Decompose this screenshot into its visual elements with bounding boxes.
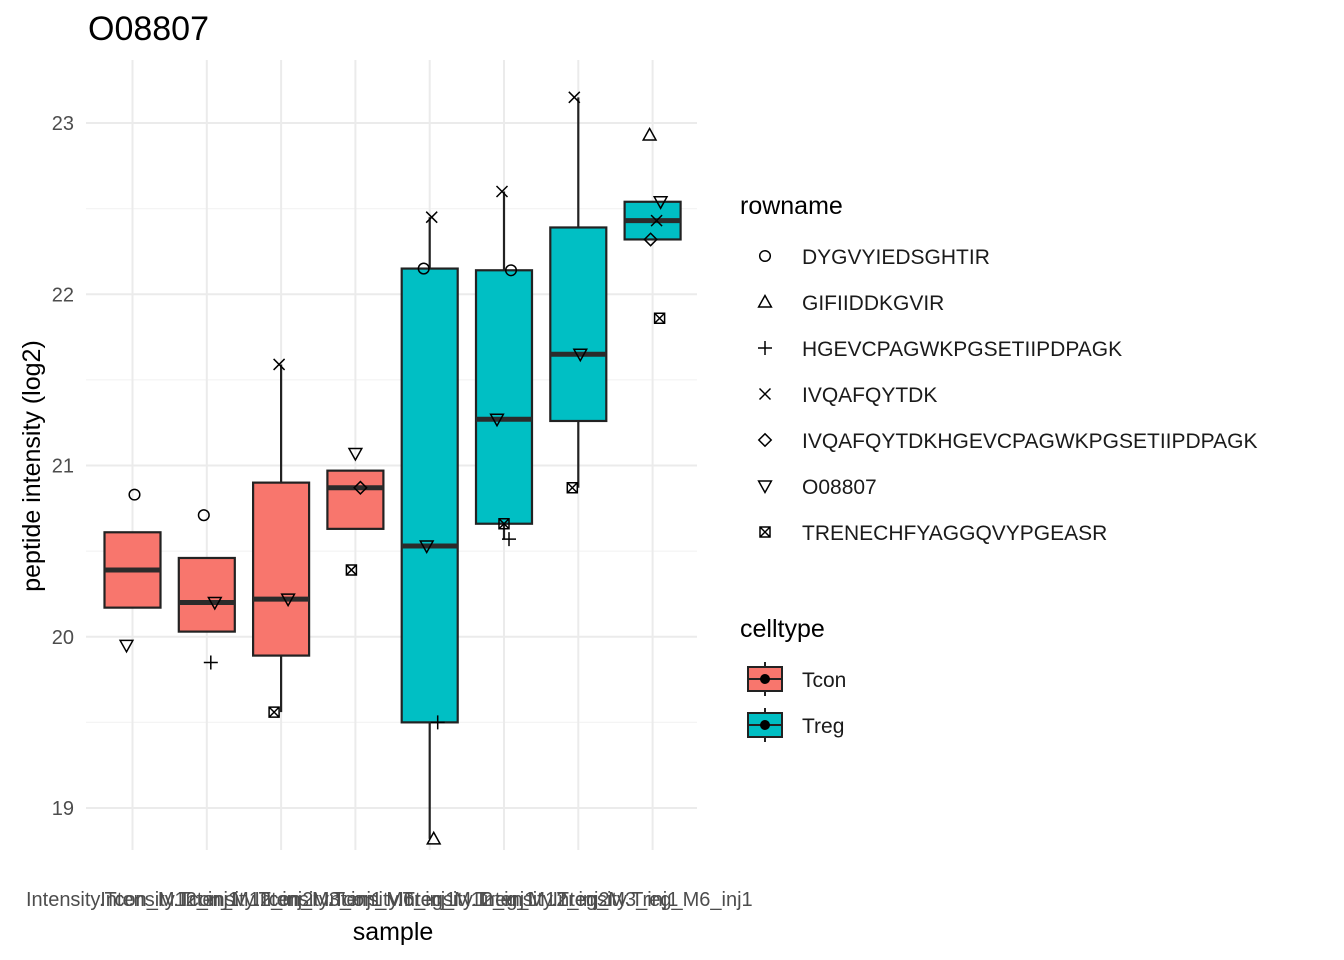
data-point bbox=[353, 480, 368, 496]
data-point bbox=[273, 358, 286, 371]
legend-celltype-label: Tcon bbox=[802, 669, 846, 692]
box-series bbox=[103, 97, 682, 839]
plot-grid bbox=[86, 60, 697, 850]
data-point bbox=[417, 262, 430, 275]
x-tick-label: Intensity.Treg_M6_inj1 bbox=[553, 889, 753, 911]
chart-title: O08807 bbox=[88, 10, 209, 48]
x-axis-ticks: Intensity.Tcon_M12_inj1Intensity.Tcon_M1… bbox=[26, 889, 753, 911]
y-tick-label: 19 bbox=[52, 798, 74, 820]
legend-rowname-label: TRENECHFYAGGQVYPGEASR bbox=[802, 522, 1107, 545]
data-point bbox=[641, 126, 658, 141]
legend-rowname-key bbox=[757, 293, 773, 308]
data-point bbox=[426, 830, 442, 845]
x-tick-label: Intensity.Treg_M12_inj2 bbox=[398, 889, 609, 911]
legend-celltype-key bbox=[747, 662, 783, 696]
legend-key-dot bbox=[760, 720, 770, 730]
data-point bbox=[495, 185, 509, 198]
data-point bbox=[430, 715, 445, 730]
y-axis-ticks: 19 20 21 22 23 bbox=[52, 113, 74, 820]
legend-rowname-label: IVQAFQYTDKHGEVCPAGWKPGSETIIPDPAGK bbox=[802, 430, 1257, 453]
legend-celltype-label: Treg bbox=[802, 715, 844, 738]
y-tick-label: 20 bbox=[52, 627, 74, 649]
data-point bbox=[652, 196, 669, 210]
box-body bbox=[400, 267, 459, 724]
x-tick-label: Intensity.Tcon_M12_inj2 bbox=[100, 889, 313, 911]
legend-rowname-key bbox=[757, 432, 773, 448]
legend-celltype-key bbox=[747, 708, 783, 742]
x-tick-label: Intensity.Tcon_M12_inj1 bbox=[26, 889, 239, 911]
box-body bbox=[549, 226, 608, 423]
box-body bbox=[177, 556, 236, 633]
box-body bbox=[252, 481, 311, 657]
data-point bbox=[425, 211, 438, 224]
legend-rowname-label: DYGVYIEDSGHTIR bbox=[802, 246, 990, 269]
data-point bbox=[345, 564, 358, 576]
x-axis-title: sample bbox=[353, 918, 434, 946]
x-tick-label: Intensity.Treg_M3_inj1 bbox=[478, 889, 678, 911]
y-tick-label: 21 bbox=[52, 456, 74, 478]
data-point bbox=[498, 517, 510, 530]
legend-rowname-key bbox=[758, 249, 772, 263]
legend-rowname-label: IVQAFQYTDK bbox=[802, 384, 937, 407]
data-point bbox=[650, 214, 663, 227]
box-body bbox=[474, 269, 534, 525]
data-point bbox=[197, 509, 210, 522]
y-tick-label: 22 bbox=[52, 284, 74, 306]
data-point bbox=[502, 532, 516, 547]
legend-celltype: celltype Tcon Treg bbox=[740, 615, 846, 742]
x-tick-label: Intensity.Tcon_M3_inj1 bbox=[180, 889, 382, 911]
x-tick-label: Intensity.Treg_M12_inj1 bbox=[324, 889, 535, 911]
data-point bbox=[128, 488, 141, 501]
data-point bbox=[118, 639, 135, 654]
data-point bbox=[572, 348, 588, 363]
legend-rowname-label: O08807 bbox=[802, 476, 877, 499]
legend-rowname-key bbox=[758, 387, 772, 401]
data-point bbox=[643, 232, 658, 247]
legend-rowname: rowname DYGVYIEDSGHTIR GIFIIDDKGVIR HGEVCP… bbox=[740, 192, 1257, 545]
data-point bbox=[568, 91, 581, 104]
legend-celltype-title: celltype bbox=[740, 615, 825, 643]
data-point bbox=[203, 655, 218, 670]
legend-rowname-key bbox=[757, 480, 773, 495]
data-point bbox=[280, 593, 296, 608]
data-point bbox=[653, 312, 666, 324]
data-point bbox=[207, 596, 223, 611]
data-point bbox=[419, 540, 435, 555]
legend-rowname-title: rowname bbox=[740, 192, 843, 220]
data-point bbox=[504, 264, 518, 277]
data-point bbox=[268, 706, 280, 718]
legend-rowname-label: HGEVCPAGWKPGSETIIPDPAGK bbox=[802, 338, 1122, 361]
legend-rowname-key bbox=[759, 526, 771, 538]
point-series bbox=[118, 91, 669, 845]
legend-rowname-key bbox=[758, 341, 772, 355]
y-axis-title: peptide intensity (log2) bbox=[18, 340, 46, 592]
legend-key-dot bbox=[760, 674, 770, 684]
data-point bbox=[566, 482, 579, 494]
box-body bbox=[326, 469, 385, 530]
x-tick-label: Intensity.Tcon_M6_inj1 bbox=[254, 889, 456, 911]
legend-rowname-label: GIFIIDDKGVIR bbox=[802, 292, 944, 315]
data-point bbox=[347, 447, 364, 462]
data-point bbox=[489, 413, 505, 428]
y-tick-label: 23 bbox=[52, 113, 74, 135]
